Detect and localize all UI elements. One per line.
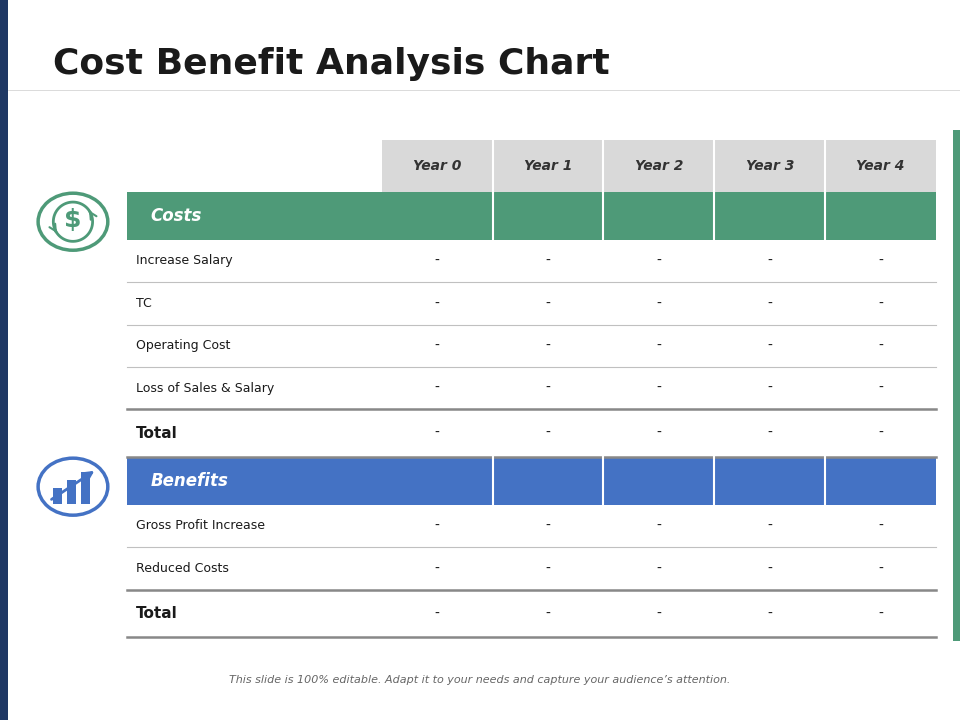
Text: -: - <box>657 562 661 575</box>
Text: -: - <box>767 562 772 575</box>
Text: -: - <box>545 254 550 268</box>
Text: -: - <box>767 254 772 268</box>
Text: -: - <box>435 382 440 395</box>
Text: -: - <box>435 606 440 621</box>
Text: -: - <box>657 339 661 353</box>
Text: Year 2: Year 2 <box>635 159 683 174</box>
Text: -: - <box>657 426 661 441</box>
Text: -: - <box>878 254 883 268</box>
Text: -: - <box>878 382 883 395</box>
Text: -: - <box>878 562 883 575</box>
Bar <box>382 192 492 240</box>
Bar <box>714 140 826 192</box>
Bar <box>952 130 960 641</box>
Text: -: - <box>878 519 883 533</box>
Ellipse shape <box>38 458 108 516</box>
Bar <box>492 457 604 505</box>
Text: -: - <box>545 519 550 533</box>
Text: Costs: Costs <box>151 207 203 225</box>
Bar <box>0 0 8 720</box>
Text: Reduced Costs: Reduced Costs <box>136 562 229 575</box>
Text: TC: TC <box>136 297 152 310</box>
Bar <box>492 192 604 240</box>
Text: -: - <box>545 297 550 310</box>
Text: Year 3: Year 3 <box>746 159 794 174</box>
Text: -: - <box>878 297 883 310</box>
Text: -: - <box>435 562 440 575</box>
Text: This slide is 100% editable. Adapt it to your needs and capture your audience’s : This slide is 100% editable. Adapt it to… <box>229 675 731 685</box>
Bar <box>604 457 714 505</box>
Bar <box>82 472 90 504</box>
Bar <box>826 140 936 192</box>
Text: Gross Profit Increase: Gross Profit Increase <box>136 519 265 532</box>
Text: -: - <box>435 297 440 310</box>
Text: -: - <box>657 519 661 533</box>
Text: -: - <box>435 426 440 441</box>
Bar <box>67 480 76 504</box>
Ellipse shape <box>38 193 108 251</box>
Text: -: - <box>657 297 661 310</box>
Text: -: - <box>767 426 772 441</box>
Bar <box>826 192 936 240</box>
Bar <box>127 192 382 240</box>
Text: $: $ <box>64 208 82 232</box>
Text: Benefits: Benefits <box>151 472 228 490</box>
Text: Year 0: Year 0 <box>413 159 461 174</box>
Text: -: - <box>767 606 772 621</box>
Bar <box>604 140 714 192</box>
Bar <box>826 457 936 505</box>
Text: -: - <box>435 339 440 353</box>
Text: -: - <box>545 606 550 621</box>
Text: -: - <box>657 606 661 621</box>
Text: Year 1: Year 1 <box>524 159 572 174</box>
Text: -: - <box>657 382 661 395</box>
Text: -: - <box>657 254 661 268</box>
Text: -: - <box>435 254 440 268</box>
Bar <box>492 140 604 192</box>
Text: -: - <box>767 297 772 310</box>
Text: Cost Benefit Analysis Chart: Cost Benefit Analysis Chart <box>53 47 610 81</box>
Text: -: - <box>545 339 550 353</box>
Text: -: - <box>878 426 883 441</box>
Text: -: - <box>878 606 883 621</box>
Text: Operating Cost: Operating Cost <box>136 339 230 352</box>
Text: -: - <box>435 519 440 533</box>
Text: Increase Salary: Increase Salary <box>136 254 233 267</box>
Text: -: - <box>545 426 550 441</box>
Text: Total: Total <box>136 426 178 441</box>
Bar <box>604 192 714 240</box>
Bar <box>714 457 826 505</box>
Bar <box>714 192 826 240</box>
Text: Loss of Sales & Salary: Loss of Sales & Salary <box>136 382 275 395</box>
Text: -: - <box>545 382 550 395</box>
Text: -: - <box>767 339 772 353</box>
Text: -: - <box>767 382 772 395</box>
Text: Year 4: Year 4 <box>856 159 904 174</box>
Text: -: - <box>878 339 883 353</box>
Bar <box>382 457 492 505</box>
Bar <box>127 457 382 505</box>
Text: -: - <box>767 519 772 533</box>
Bar <box>54 488 62 504</box>
Text: -: - <box>545 562 550 575</box>
Bar <box>382 140 492 192</box>
Text: Total: Total <box>136 606 178 621</box>
